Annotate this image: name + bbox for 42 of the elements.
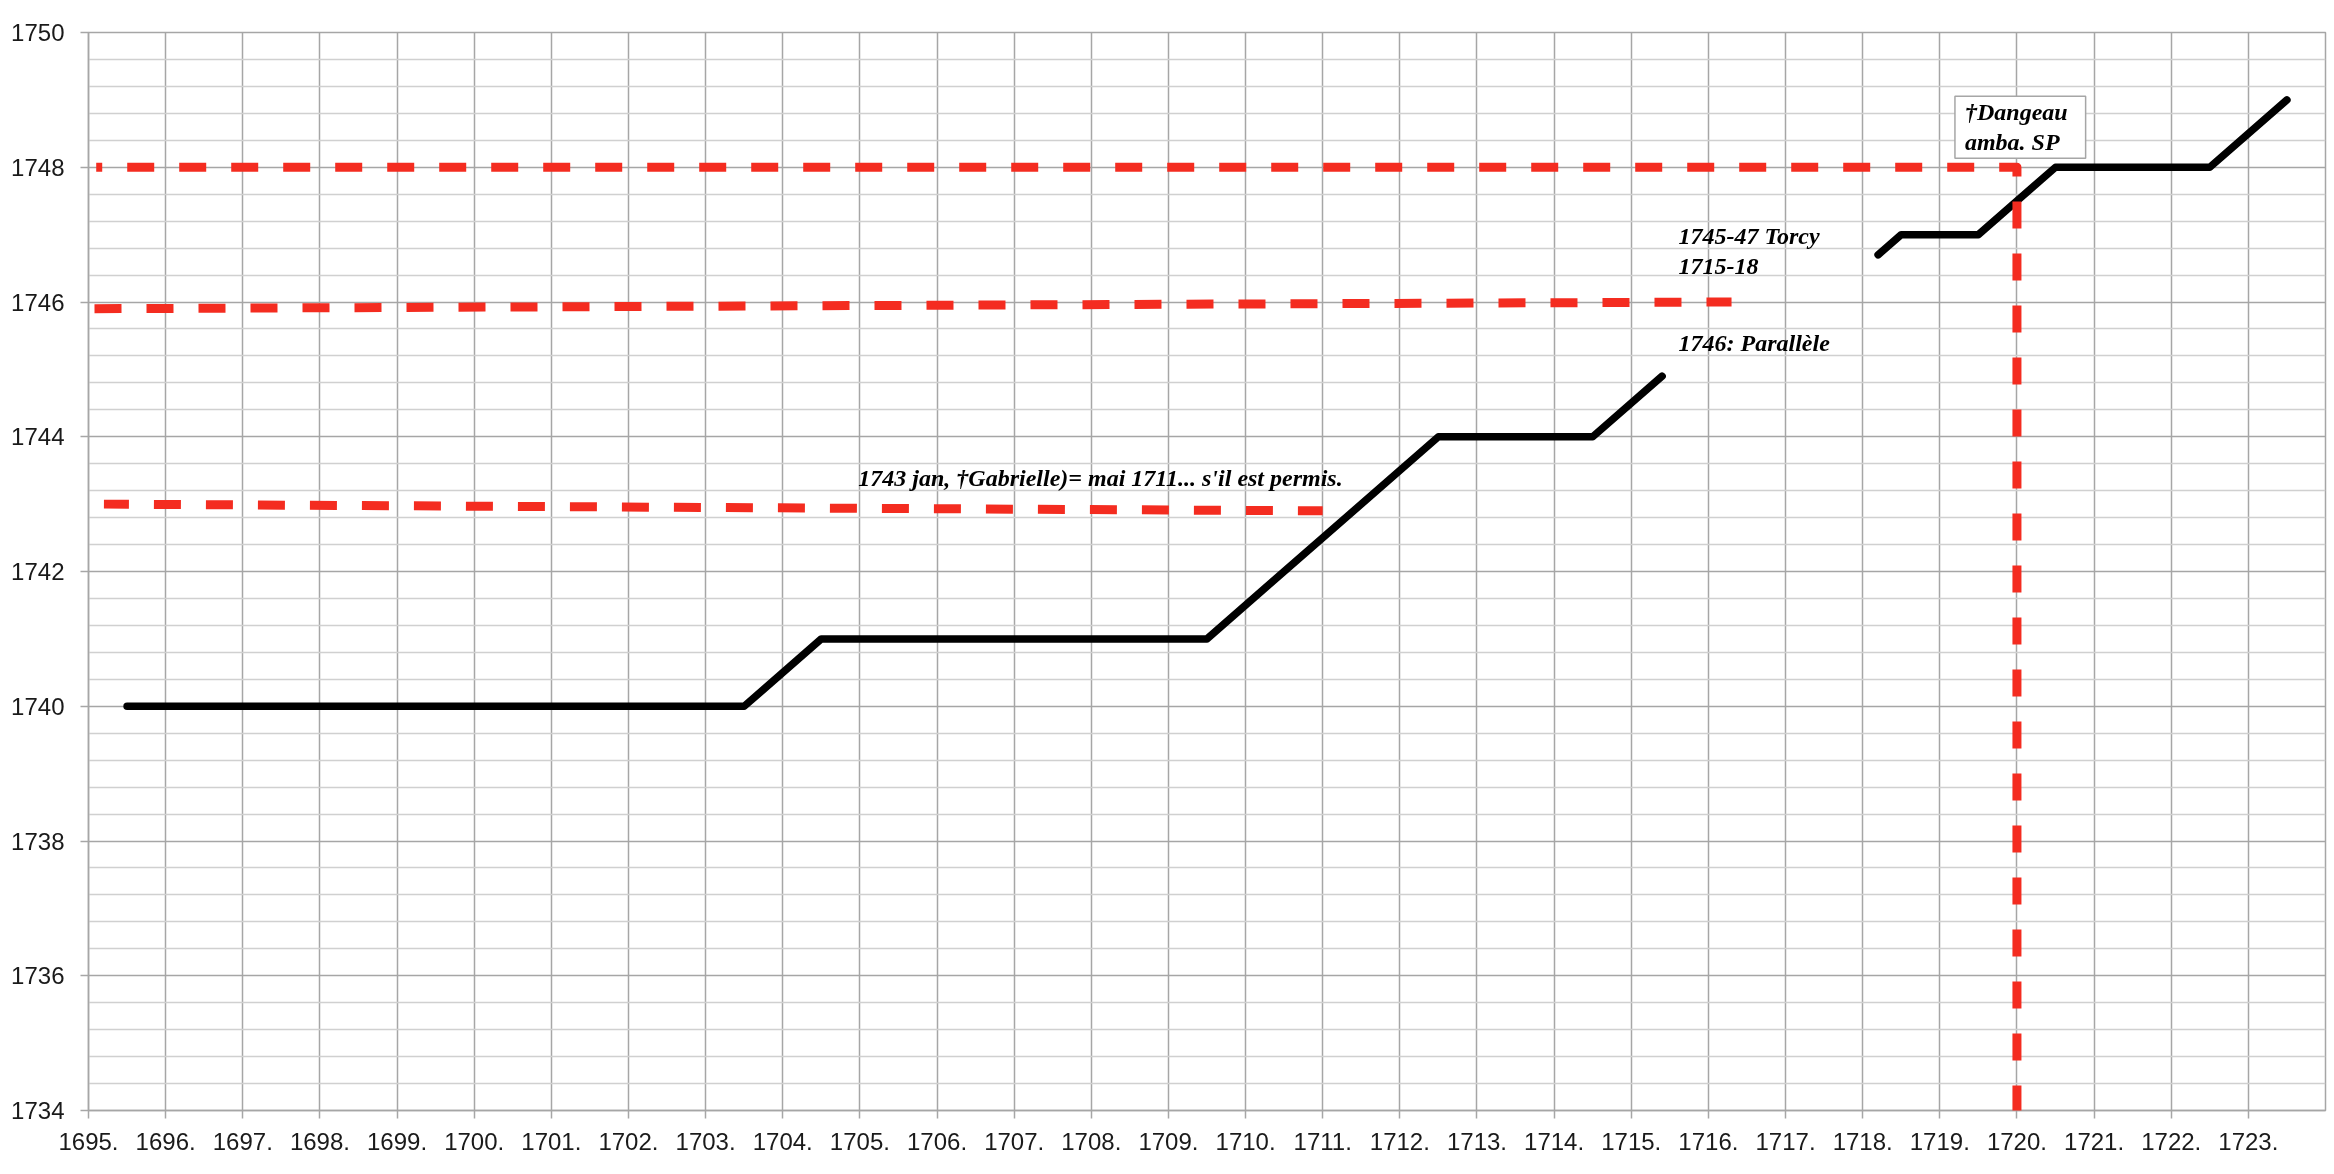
x-tick-label: 1715.	[1601, 1127, 1662, 1155]
x-tick-label: 1699.	[367, 1127, 428, 1155]
annotation: 1745-47 Torcy 1715-18	[1678, 223, 1820, 279]
y-tick-label: 1744	[11, 423, 65, 451]
x-tick-label: 1708.	[1061, 1127, 1122, 1155]
x-tick-label: 1700.	[444, 1127, 505, 1155]
x-tick-label: 1716.	[1678, 1127, 1739, 1155]
x-tick-label: 1696.	[135, 1127, 196, 1155]
x-tick-label: 1706.	[906, 1127, 968, 1155]
y-tick-label: 1738	[11, 827, 65, 855]
x-tick-label: 1705.	[829, 1127, 890, 1155]
x-tick-label: 1720.	[1986, 1127, 2047, 1155]
x-tick-label: 1697.	[212, 1127, 273, 1155]
x-tick-label: 1717.	[1755, 1127, 1816, 1155]
x-tick-label: 1704.	[752, 1127, 813, 1155]
x-tick-label: 1695.	[58, 1127, 119, 1155]
x-tick-label: 1721.	[2064, 1127, 2125, 1155]
x-tick-label: 1714.	[1524, 1127, 1585, 1155]
x-tick-label: 1701.	[521, 1127, 582, 1155]
x-tick-label: 1698.	[289, 1127, 350, 1155]
y-tick-label: 1748	[11, 153, 65, 181]
y-tick-label: 1750	[11, 19, 65, 46]
x-tick-label: 1707.	[984, 1127, 1045, 1155]
x-tick-label: 1718.	[1832, 1127, 1893, 1155]
x-tick-label: 1723.	[2218, 1127, 2279, 1155]
x-tick-label: 1703.	[675, 1127, 736, 1155]
x-tick-label: 1719.	[1909, 1127, 1970, 1155]
x-tick-label: 1722.	[2141, 1127, 2202, 1155]
annotation: 1743 jan, †Gabrielle)= mai 1711... s'il est permis.	[858, 464, 1343, 491]
annotation: †Dangeau amba. SP	[1964, 99, 2068, 156]
x-tick-label: 1702.	[598, 1127, 659, 1155]
x-tick-label: 1709.	[1138, 1127, 1199, 1155]
x-tick-label: 1710.	[1215, 1127, 1276, 1155]
x-tick-label: 1712.	[1369, 1127, 1430, 1155]
y-tick-label: 1740	[11, 692, 65, 720]
y-tick-label: 1736	[11, 962, 65, 990]
y-tick-label: 1742	[11, 558, 65, 585]
x-tick-label: 1711.	[1293, 1127, 1352, 1155]
annotation: 1746: Parallèle	[1678, 330, 1831, 356]
y-tick-label: 1746	[11, 288, 65, 316]
x-tick-label: 1713.	[1446, 1127, 1508, 1155]
y-tick-label: 1734	[11, 1097, 65, 1124]
